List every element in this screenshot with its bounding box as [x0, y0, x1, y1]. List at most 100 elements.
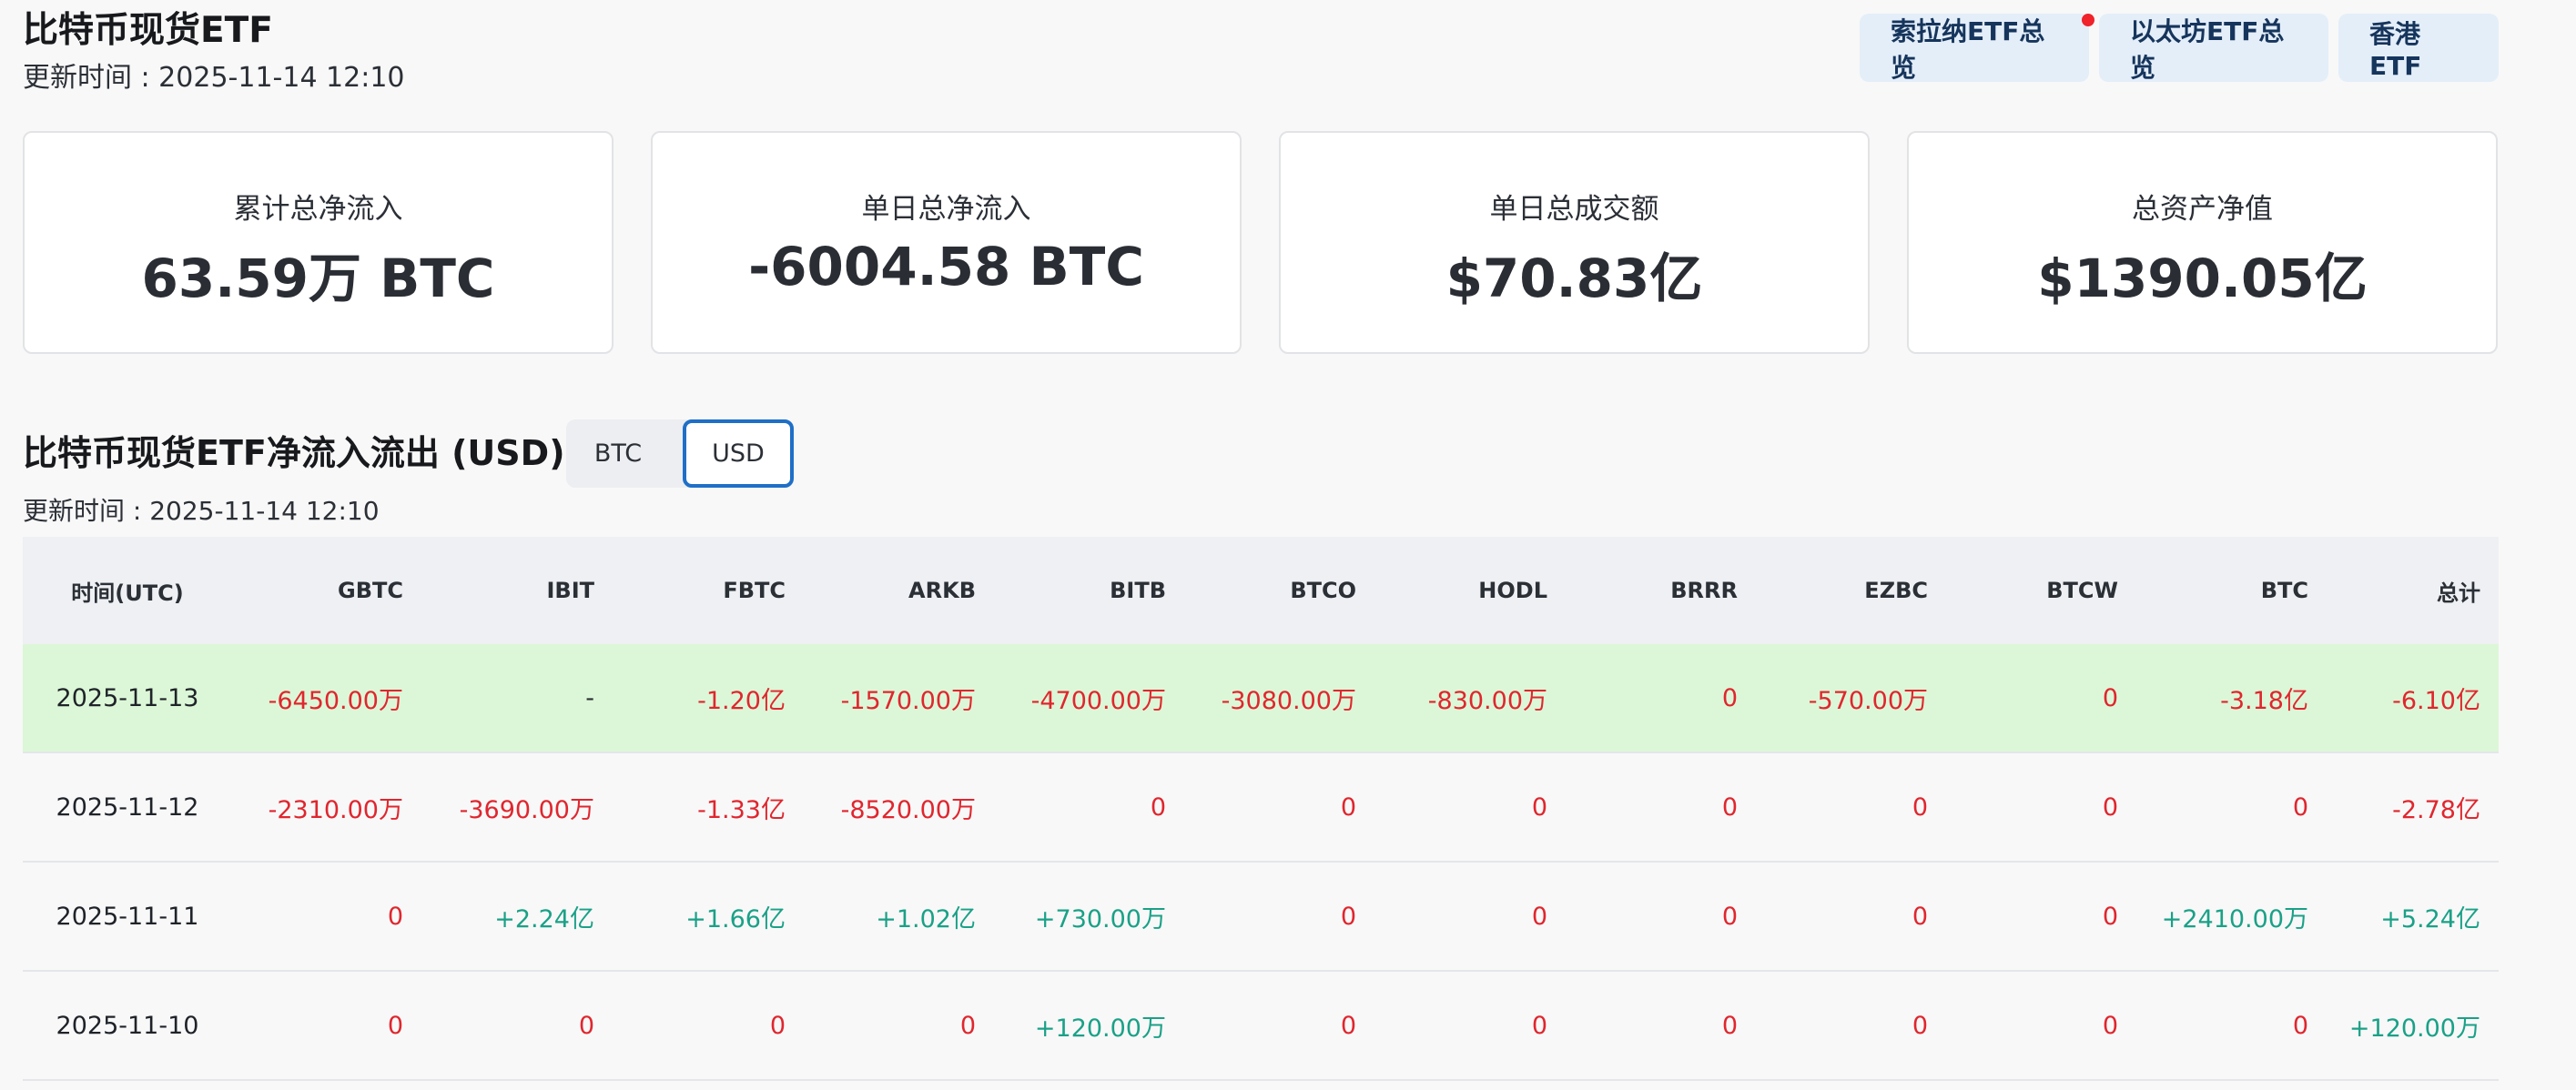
table-body: 2025-11-13 -6450.00万 - -1.20亿 -1570.00万 -4700…	[23, 644, 2499, 1081]
hongkong-etf-button[interactable]: 香港 ETF	[2338, 14, 2499, 82]
row-value-cell: 0	[1946, 971, 2136, 1081]
row-value-cell: 0	[1946, 752, 2136, 863]
row-value-cell: -2310.00万	[232, 752, 421, 863]
stat-card-daily-inflow: 单日总净流入 -6004.58 BTC	[651, 131, 1242, 354]
flows-updated-time: 更新时间 : 2025-11-14 12:10	[23, 496, 380, 526]
column-header-btc: BTC	[2136, 537, 2327, 644]
row-value-cell: -6.10亿	[2327, 644, 2499, 753]
row-value-cell: 0	[1374, 752, 1566, 863]
toggle-btc-button[interactable]: BTC	[593, 439, 643, 468]
row-date-cell: 2025-11-12	[23, 752, 232, 863]
row-value-cell: 0	[1566, 644, 1756, 753]
hongkong-etf-label: 香港 ETF	[2369, 19, 2422, 81]
column-header-arkb: ARKB	[804, 537, 994, 644]
row-value-cell: 0	[2136, 752, 2327, 863]
column-header-brrr: BRRR	[1566, 537, 1756, 644]
row-value-cell: -570.00万	[1756, 644, 1946, 753]
stat-label: 累计总净流入	[233, 193, 403, 226]
row-value-cell: +2410.00万	[2136, 862, 2327, 972]
row-value-cell: 0	[1566, 752, 1756, 863]
flows-table-container: 时间(UTC) GBTC IBIT FBTC ARKB BITB BTCO HODL BRRR E…	[23, 537, 2499, 1081]
column-header-ezbc: EZBC	[1756, 537, 1946, 644]
row-value-cell: 0	[421, 971, 613, 1081]
row-value-cell: -	[421, 644, 613, 753]
ethereum-etf-overview-label: 以太坊ETF总览	[2130, 15, 2285, 83]
row-value-cell: 0	[1184, 971, 1374, 1081]
table-row: 2025-11-10 0 0 0 0 +120.00万 0 0 0 0 0 0 +120.00万	[23, 971, 2499, 1081]
row-date-cell: 2025-11-13	[23, 644, 232, 753]
row-value-cell: 0	[1374, 971, 1566, 1081]
row-value-cell: +2.24亿	[421, 862, 613, 972]
row-date-cell: 2025-11-10	[23, 971, 232, 1081]
row-value-cell: 0	[1756, 752, 1946, 863]
row-value-cell: -8520.00万	[804, 752, 994, 863]
row-value-cell: 0	[2136, 971, 2327, 1081]
row-value-cell: +1.02亿	[804, 862, 994, 972]
row-value-cell: 0	[1756, 971, 1946, 1081]
table-row: 2025-11-13 -6450.00万 - -1.20亿 -1570.00万 -4700…	[23, 644, 2499, 753]
stat-card-net-assets: 总资产净值 $1390.05亿	[1907, 131, 2498, 354]
top-links: 索拉纳ETF总览 以太坊ETF总览 香港 ETF	[1860, 14, 2499, 83]
stat-value: -6004.58 BTC	[748, 236, 1144, 298]
row-value-cell: -6450.00万	[232, 644, 421, 753]
stat-cards: 累计总净流入 63.59万 BTC 单日总净流入 -6004.58 BTC 单日…	[23, 131, 2498, 354]
column-header-hodl: HODL	[1374, 537, 1566, 644]
row-value-cell: +120.00万	[994, 971, 1184, 1081]
page-title: 比特币现货ETF	[23, 10, 273, 51]
column-header-btco: BTCO	[1184, 537, 1374, 644]
row-value-cell: +5.24亿	[2327, 862, 2499, 972]
row-value-cell: 0	[232, 971, 421, 1081]
flows-table: 时间(UTC) GBTC IBIT FBTC ARKB BITB BTCO HODL BRRR E…	[23, 537, 2499, 1081]
table-row: 2025-11-11 0 +2.24亿 +1.66亿 +1.02亿 +730.00万 0 0 0…	[23, 862, 2499, 972]
row-value-cell: -3690.00万	[421, 752, 613, 863]
row-value-cell: 0	[1946, 862, 2136, 972]
row-value-cell: 0	[1566, 971, 1756, 1081]
column-header-bitb: BITB	[994, 537, 1184, 644]
column-header-btcw: BTCW	[1946, 537, 2136, 644]
row-value-cell: 0	[1566, 862, 1756, 972]
row-value-cell: 0	[1756, 862, 1946, 972]
row-value-cell: -1570.00万	[804, 644, 994, 753]
page-updated-time: 更新时间 : 2025-11-14 12:10	[23, 62, 405, 94]
row-value-cell: 0	[1946, 644, 2136, 753]
row-date-cell: 2025-11-11	[23, 862, 232, 972]
notification-dot-icon	[2082, 14, 2094, 26]
solana-etf-overview-label: 索拉纳ETF总览	[1891, 15, 2045, 83]
unit-toggle: BTC USD	[566, 419, 794, 488]
row-value-cell: -1.33亿	[613, 752, 804, 863]
row-value-cell: +120.00万	[2327, 971, 2499, 1081]
solana-etf-overview-button[interactable]: 索拉纳ETF总览	[1860, 14, 2094, 83]
column-header-fbtc: FBTC	[613, 537, 804, 644]
column-header--: 总计	[2327, 537, 2499, 644]
row-value-cell: 0	[994, 752, 1184, 863]
row-value-cell: +730.00万	[994, 862, 1184, 972]
row-value-cell: 0	[1184, 862, 1374, 972]
toggle-usd-button[interactable]: USD	[683, 419, 794, 488]
stat-card-daily-volume: 单日总成交额 $70.83亿	[1279, 131, 1870, 354]
row-value-cell: 0	[613, 971, 804, 1081]
table-header-row: 时间(UTC) GBTC IBIT FBTC ARKB BITB BTCO HODL BRRR E…	[23, 537, 2499, 644]
stat-value: $1390.05亿	[2037, 247, 2368, 309]
stat-value: $70.83亿	[1445, 247, 1703, 309]
row-value-cell: +1.66亿	[613, 862, 804, 972]
column-header-ibit: IBIT	[421, 537, 613, 644]
row-value-cell: -3.18亿	[2136, 644, 2327, 753]
stat-label: 总资产净值	[2132, 193, 2273, 226]
row-value-cell: 0	[804, 971, 994, 1081]
row-value-cell: 0	[232, 862, 421, 972]
table-row: 2025-11-12 -2310.00万 -3690.00万 -1.33亿 -8520.…	[23, 752, 2499, 863]
column-header-gbtc: GBTC	[232, 537, 421, 644]
row-value-cell: -1.20亿	[613, 644, 804, 753]
row-value-cell: 0	[1184, 752, 1374, 863]
row-value-cell: -2.78亿	[2327, 752, 2499, 863]
row-value-cell: 0	[1374, 862, 1566, 972]
stat-label: 单日总成交额	[1489, 193, 1659, 226]
row-value-cell: -830.00万	[1374, 644, 1566, 753]
row-value-cell: -4700.00万	[994, 644, 1184, 753]
row-value-cell: -3080.00万	[1184, 644, 1374, 753]
stat-card-cumulative-inflow: 累计总净流入 63.59万 BTC	[23, 131, 614, 354]
ethereum-etf-overview-button[interactable]: 以太坊ETF总览	[2099, 14, 2328, 83]
stat-value: 63.59万 BTC	[141, 247, 495, 309]
column-header-time: 时间(UTC)	[23, 537, 232, 644]
